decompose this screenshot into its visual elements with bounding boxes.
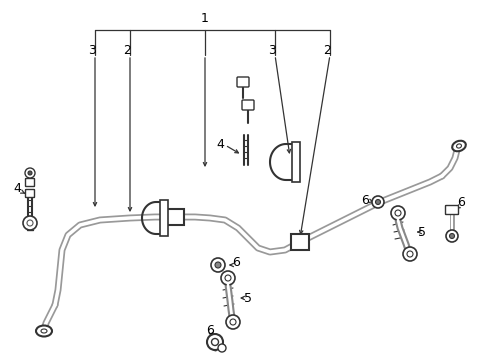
Ellipse shape xyxy=(41,329,47,333)
Circle shape xyxy=(230,319,236,325)
FancyBboxPatch shape xyxy=(445,206,459,215)
Text: 2: 2 xyxy=(323,44,331,57)
Text: 1: 1 xyxy=(201,12,209,24)
Circle shape xyxy=(211,258,225,272)
Circle shape xyxy=(395,210,401,216)
FancyBboxPatch shape xyxy=(237,77,249,87)
FancyBboxPatch shape xyxy=(242,100,254,110)
Text: 4: 4 xyxy=(13,181,21,194)
Circle shape xyxy=(23,216,37,230)
FancyBboxPatch shape xyxy=(160,200,168,236)
FancyBboxPatch shape xyxy=(25,179,34,186)
Circle shape xyxy=(215,262,221,268)
Circle shape xyxy=(28,171,32,175)
Text: 5: 5 xyxy=(244,292,252,305)
Text: 3: 3 xyxy=(88,44,96,57)
Circle shape xyxy=(221,271,235,285)
Ellipse shape xyxy=(457,144,462,148)
Circle shape xyxy=(375,199,381,204)
FancyBboxPatch shape xyxy=(291,234,309,250)
Text: 6: 6 xyxy=(206,324,214,337)
Circle shape xyxy=(212,338,219,346)
Circle shape xyxy=(27,220,33,226)
Circle shape xyxy=(218,344,226,352)
Text: 6: 6 xyxy=(361,194,369,207)
FancyBboxPatch shape xyxy=(25,189,34,198)
Text: 6: 6 xyxy=(232,256,240,270)
Circle shape xyxy=(225,275,231,281)
Circle shape xyxy=(226,315,240,329)
Text: 6: 6 xyxy=(457,195,465,208)
FancyBboxPatch shape xyxy=(166,209,184,225)
Circle shape xyxy=(407,251,413,257)
Circle shape xyxy=(449,234,455,238)
Text: 4: 4 xyxy=(216,139,224,152)
Ellipse shape xyxy=(36,325,52,337)
Text: 5: 5 xyxy=(418,225,426,238)
Circle shape xyxy=(372,196,384,208)
Circle shape xyxy=(25,168,35,178)
Circle shape xyxy=(207,334,223,350)
FancyBboxPatch shape xyxy=(292,142,300,182)
Ellipse shape xyxy=(452,141,466,151)
Circle shape xyxy=(403,247,417,261)
Circle shape xyxy=(446,230,458,242)
Circle shape xyxy=(391,206,405,220)
Text: 3: 3 xyxy=(268,44,276,57)
Text: 2: 2 xyxy=(123,44,131,57)
